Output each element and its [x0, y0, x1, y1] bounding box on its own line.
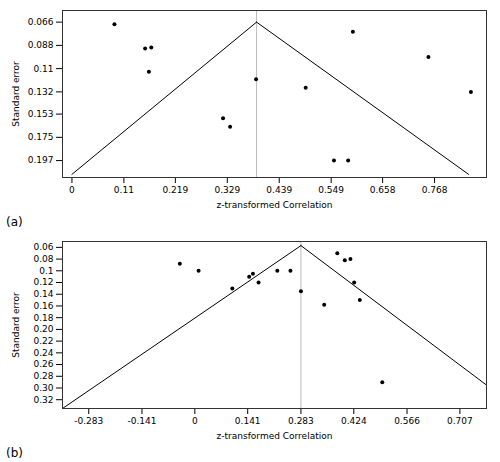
svg-text:0.283: 0.283: [288, 416, 314, 426]
svg-text:0.329: 0.329: [214, 185, 240, 195]
svg-text:0.16: 0.16: [33, 301, 53, 311]
svg-text:0.11: 0.11: [33, 64, 53, 74]
svg-text:0.20: 0.20: [33, 324, 53, 334]
svg-text:0.566: 0.566: [394, 416, 420, 426]
svg-text:0.197: 0.197: [28, 155, 54, 165]
svg-text:0.18: 0.18: [33, 313, 53, 323]
svg-text:z-transformed Correlation: z-transformed Correlation: [217, 431, 333, 441]
svg-text:0.219: 0.219: [162, 185, 188, 195]
svg-text:0.768: 0.768: [422, 185, 448, 195]
html-text:(a): (a): [6, 215, 23, 229]
svg-text:0.088: 0.088: [28, 40, 54, 50]
svg-text:0.707: 0.707: [447, 416, 473, 426]
svg-text:0.11: 0.11: [114, 185, 134, 195]
svg-text:0.439: 0.439: [266, 185, 292, 195]
svg-text:0.066: 0.066: [28, 17, 54, 27]
svg-text:0.141: 0.141: [235, 416, 261, 426]
svg-text:0.24: 0.24: [33, 348, 53, 358]
svg-text:0.12: 0.12: [33, 277, 53, 287]
html-text:(b): (b): [6, 446, 23, 460]
svg-text:0: 0: [192, 416, 198, 426]
svg-text:0.424: 0.424: [341, 416, 367, 426]
svg-text:z-transformed Correlation: z-transformed Correlation: [217, 200, 333, 210]
svg-text:Standard error: Standard error: [11, 292, 21, 358]
svg-text:0.132: 0.132: [28, 87, 54, 97]
svg-text:0.30: 0.30: [33, 383, 53, 393]
svg-text:0.26: 0.26: [33, 359, 53, 369]
svg-text:0.549: 0.549: [318, 185, 344, 195]
svg-text:0.175: 0.175: [28, 132, 54, 142]
svg-text:Standard error: Standard error: [11, 61, 21, 127]
svg-text:-0.283: -0.283: [74, 416, 103, 426]
svg-text:-0.141: -0.141: [127, 416, 156, 426]
svg-text:0.32: 0.32: [33, 395, 53, 405]
svg-text:0.153: 0.153: [28, 109, 54, 119]
svg-text:0.658: 0.658: [370, 185, 396, 195]
svg-text:0.14: 0.14: [33, 289, 53, 299]
svg-text:0: 0: [69, 185, 75, 195]
svg-text:0.28: 0.28: [33, 371, 53, 381]
svg-text:0.22: 0.22: [33, 336, 53, 346]
svg-text:0.1: 0.1: [39, 266, 53, 276]
svg-text:0.06: 0.06: [33, 242, 53, 252]
svg-text:0.08: 0.08: [33, 254, 53, 264]
